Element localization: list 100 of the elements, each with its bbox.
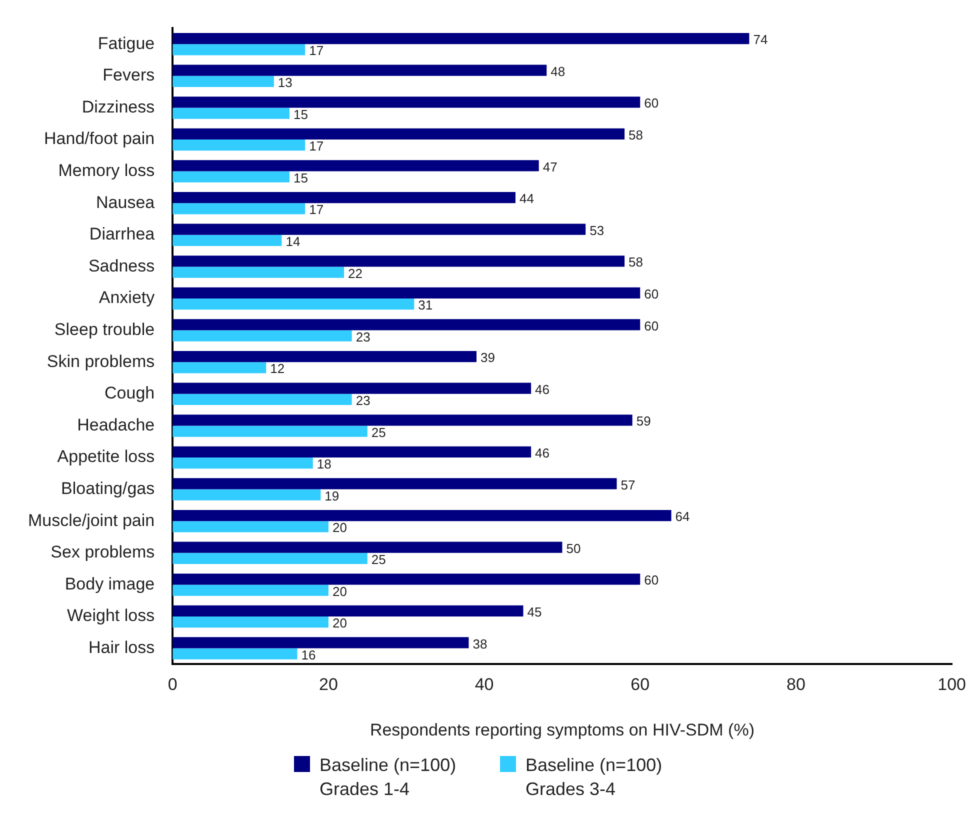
y-tick-label: Anxiety bbox=[98, 288, 156, 308]
x-tick-label: 60 bbox=[630, 675, 650, 694]
data-label: 44 bbox=[519, 191, 534, 206]
y-tick-label: Cough bbox=[104, 384, 155, 403]
data-label: 23 bbox=[356, 393, 370, 408]
y-tick-label: Muscle/joint pain bbox=[28, 510, 155, 530]
data-label: 57 bbox=[620, 477, 636, 492]
x-tick-label: 0 bbox=[168, 675, 178, 694]
data-label: 17 bbox=[309, 138, 324, 154]
bar bbox=[172, 394, 352, 406]
bar bbox=[172, 234, 282, 246]
data-label: 16 bbox=[301, 647, 316, 662]
data-label: 19 bbox=[324, 488, 340, 504]
data-label: 22 bbox=[348, 266, 363, 281]
bar bbox=[172, 298, 414, 310]
bar bbox=[172, 32, 750, 44]
data-label: 20 bbox=[332, 520, 347, 536]
y-tick-label: Fevers bbox=[102, 66, 155, 85]
bar bbox=[172, 605, 524, 616]
y-tick-label: Dizziness bbox=[82, 97, 155, 116]
data-label: 17 bbox=[309, 43, 324, 58]
data-label: 15 bbox=[294, 170, 308, 186]
bar bbox=[172, 521, 328, 532]
y-tick-label: Bloating/gas bbox=[61, 478, 155, 498]
data-label: 58 bbox=[628, 254, 644, 270]
y-tick-label: Skin problems bbox=[46, 352, 155, 371]
bar bbox=[172, 224, 586, 235]
bar bbox=[172, 256, 625, 267]
bar bbox=[172, 584, 328, 596]
bar bbox=[172, 542, 562, 553]
data-label: 14 bbox=[286, 234, 300, 250]
data-label: 47 bbox=[542, 159, 558, 174]
data-label: 39 bbox=[480, 350, 495, 366]
legend-label: Baseline (n=100) Grades 1-4 bbox=[320, 754, 458, 801]
bar bbox=[172, 44, 306, 56]
x-tick-label: 100 bbox=[938, 675, 966, 694]
data-label: 59 bbox=[636, 414, 651, 429]
bar bbox=[172, 478, 617, 490]
bar bbox=[172, 128, 625, 140]
bar bbox=[172, 637, 469, 648]
x-tick-label: 20 bbox=[319, 675, 338, 694]
bar bbox=[172, 319, 640, 330]
y-tick-label: Hand/foot pain bbox=[44, 129, 155, 148]
y-tick-label: Nausea bbox=[96, 192, 156, 212]
data-label: 31 bbox=[418, 298, 433, 313]
data-label: 20 bbox=[332, 584, 347, 599]
bar bbox=[172, 362, 266, 374]
data-label: 53 bbox=[590, 222, 604, 238]
data-label: 25 bbox=[371, 424, 386, 440]
x-tick-label: 80 bbox=[786, 675, 806, 694]
bar bbox=[172, 96, 640, 108]
bar bbox=[172, 616, 328, 628]
data-label: 13 bbox=[278, 75, 292, 90]
data-label: 48 bbox=[550, 64, 566, 79]
data-label: 18 bbox=[316, 456, 332, 472]
y-tick-label: Headache bbox=[77, 415, 155, 434]
y-tick-label: Diarrhea bbox=[89, 224, 156, 244]
x-axis-title: Respondents reporting symptoms on HIV-SDM (%) bbox=[370, 720, 754, 740]
data-label: 60 bbox=[644, 318, 659, 334]
bar bbox=[172, 489, 321, 500]
bar bbox=[172, 160, 539, 172]
bar bbox=[172, 108, 290, 119]
data-label: 58 bbox=[628, 128, 644, 143]
bar bbox=[172, 330, 352, 342]
bar bbox=[172, 426, 368, 437]
data-label: 15 bbox=[294, 106, 308, 122]
bar bbox=[172, 266, 344, 278]
y-tick-label: Fatigue bbox=[98, 34, 155, 53]
data-label: 64 bbox=[675, 509, 690, 524]
y-tick-label: Memory loss bbox=[58, 160, 155, 180]
data-label: 17 bbox=[309, 202, 324, 218]
data-label: 50 bbox=[566, 540, 581, 556]
bar bbox=[172, 140, 306, 151]
bar bbox=[172, 446, 532, 458]
bar bbox=[172, 287, 640, 298]
bar bbox=[172, 350, 477, 362]
data-label: 45 bbox=[527, 604, 542, 620]
bar bbox=[172, 414, 632, 426]
bar bbox=[172, 203, 306, 214]
x-tick-label: 40 bbox=[474, 675, 494, 694]
data-label: 23 bbox=[356, 329, 370, 344]
y-tick-label: Hair loss bbox=[88, 638, 155, 657]
data-label: 12 bbox=[270, 361, 285, 376]
bar bbox=[172, 574, 640, 585]
data-label: 60 bbox=[644, 286, 659, 302]
data-label: 38 bbox=[472, 636, 488, 652]
y-tick-label: Sleep trouble bbox=[54, 320, 155, 339]
y-tick-label: Body image bbox=[64, 574, 155, 594]
y-tick-label: Sex problems bbox=[50, 542, 155, 562]
data-label: 25 bbox=[371, 552, 386, 568]
bar bbox=[172, 648, 298, 660]
bar bbox=[172, 171, 290, 182]
bar bbox=[172, 510, 672, 522]
y-tick-label: Sadness bbox=[88, 256, 155, 276]
data-label: 20 bbox=[332, 616, 347, 631]
y-tick-label: Weight loss bbox=[67, 606, 155, 626]
bar bbox=[172, 382, 532, 394]
data-label: 46 bbox=[535, 446, 550, 461]
data-label: 74 bbox=[753, 32, 768, 48]
bar bbox=[172, 458, 313, 469]
